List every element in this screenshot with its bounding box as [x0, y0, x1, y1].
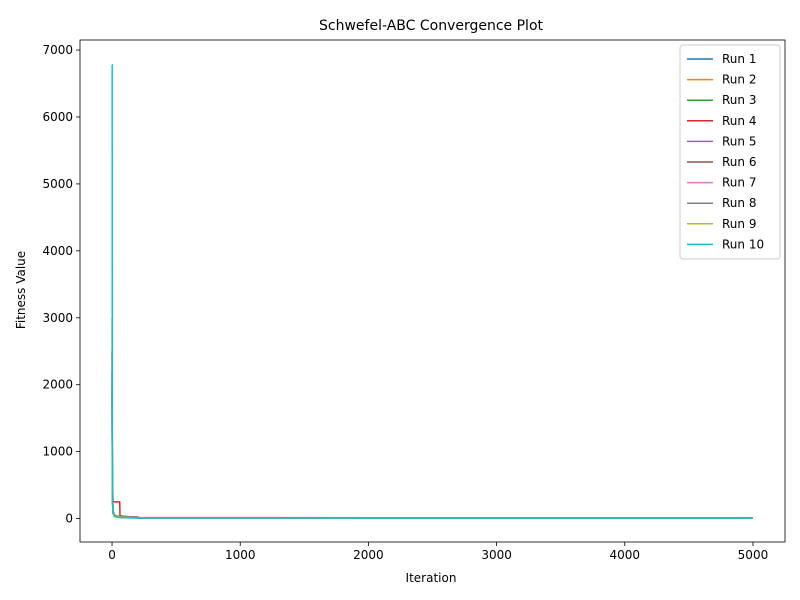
- y-axis-label: Fitness Value: [14, 251, 28, 329]
- x-tick-label: 1000: [225, 548, 256, 562]
- legend-label-run-6: Run 6: [722, 155, 756, 169]
- axes-frame: [79, 39, 786, 543]
- y-tick-label: 6000: [42, 110, 73, 124]
- x-tick-label: 3000: [481, 548, 512, 562]
- legend-label-run-10: Run 10: [722, 237, 764, 251]
- chart-title: Schwefel-ABC Convergence Plot: [319, 18, 544, 34]
- y-tick-label: 3000: [42, 311, 73, 325]
- y-tick-label: 2000: [42, 378, 73, 392]
- legend-label-run-4: Run 4: [722, 114, 756, 128]
- x-axis-label: Iteration: [406, 571, 457, 585]
- legend-label-run-8: Run 8: [722, 196, 756, 210]
- plot-area: [111, 64, 753, 519]
- x-tick-label: 2000: [353, 548, 384, 562]
- legend-box: [679, 44, 781, 260]
- legend-label-run-3: Run 3: [722, 93, 756, 107]
- y-tick-label: 7000: [42, 43, 73, 57]
- legend-label-run-1: Run 1: [722, 52, 756, 66]
- legend-label-run-5: Run 5: [722, 134, 756, 148]
- axes: 0 1000 2000 3000 4000 5000 0 1000 2000 3000 4000 50…: [42, 39, 786, 562]
- legend-label-run-2: Run 2: [722, 73, 756, 87]
- y-tick-label: 0: [65, 512, 73, 526]
- y-tick-label: 1000: [42, 445, 73, 459]
- x-tick-label: 0: [108, 548, 116, 562]
- legend-label-run-7: Run 7: [722, 176, 756, 190]
- x-tick-label: 5000: [738, 548, 769, 562]
- legend: Run 1 Run 2 Run 3 Run 4 Run 5 Run 6 Run 7 Run 8…: [679, 44, 781, 260]
- y-tick-label: 5000: [42, 177, 73, 191]
- series-line-run-10: [111, 64, 753, 519]
- y-tick-label: 4000: [42, 244, 73, 258]
- legend-label-run-9: Run 9: [722, 217, 756, 231]
- x-tick-label: 4000: [609, 548, 640, 562]
